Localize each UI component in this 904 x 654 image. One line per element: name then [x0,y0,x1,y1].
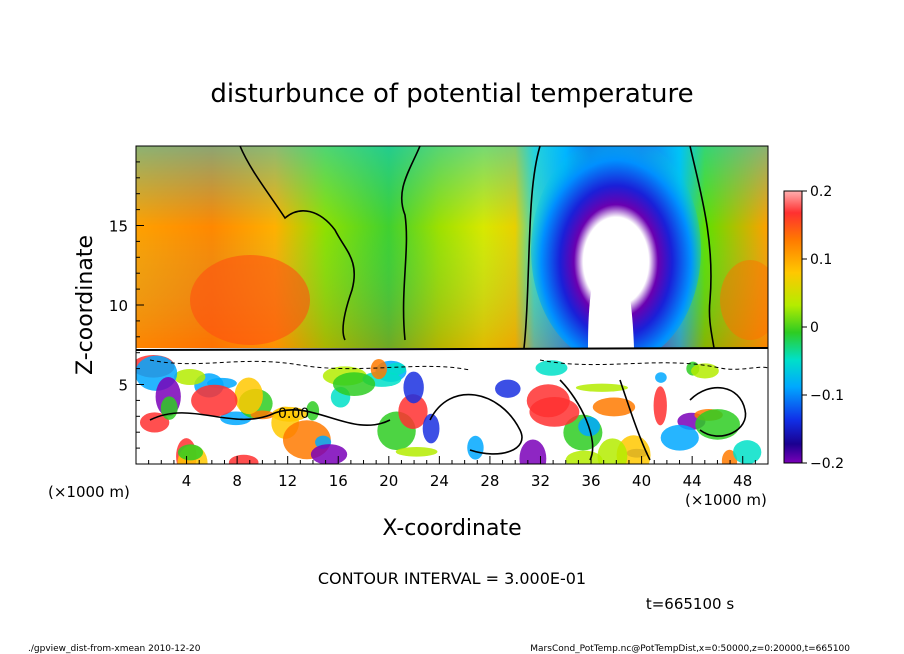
x-tick-label: 44 [683,472,702,490]
x-tick-label: 28 [480,472,499,490]
lower-patch [177,444,204,461]
x-tick-label: 4 [182,472,192,490]
lower-patch [234,377,263,415]
x-tick-label: 8 [232,472,242,490]
contour-lines [136,146,768,461]
plot-area: 0.00 [136,146,768,464]
y-tick-label: 15 [109,218,128,236]
lower-patch [306,401,320,421]
lower-patch [160,396,178,420]
time-label: t=665100 s [646,595,734,613]
lower-patch [695,409,740,440]
contour-zero-3 [523,146,541,349]
contour-negative [149,359,768,371]
contour-lower-4 [689,386,747,437]
x-axis-label: X-coordinate [382,516,521,541]
x-tick-label: 12 [278,472,297,490]
x-tick-label: 24 [430,472,449,490]
lower-patch [575,383,628,392]
x-tick-label: 36 [581,472,600,490]
contour-neg-2 [539,359,768,370]
contour-zero-2 [400,146,421,341]
lower-patch [191,384,238,417]
contour-lower-3 [559,379,651,461]
footer-left: ./gpview_dist-from-xmean 2010-12-20 [28,644,201,654]
lower-patch [733,440,762,464]
y-axis-label: Z-coordinate [73,235,98,375]
lower-patch [467,435,484,460]
lower-patch [250,410,275,420]
lower-patch [332,372,376,396]
lower-patch [395,446,438,457]
warm-patch-right [720,260,768,340]
lower-patch [519,439,547,464]
contour-label: 0.00 [278,406,309,422]
contour-zero-4 [689,146,715,349]
warm-patch-left [190,255,310,345]
lower-patch [691,363,719,379]
colorbar-tick-label: −0.2 [810,456,844,472]
lower-patch [526,384,570,418]
contour-lower-1 [149,409,391,426]
lower-patch [386,362,407,376]
footer-right: MarsCond_PotTemp.nc@PotTempDist,x=0:5000… [530,644,850,654]
chart-title: disturbunce of potential temperature [210,79,693,109]
colorbar-tick-label: 0.1 [810,252,832,268]
lower-patch [653,386,667,426]
lower-patch [597,438,628,464]
lower-patch [495,379,521,398]
lower-patch [403,371,424,404]
colorbar-tick-label: −0.1 [810,388,844,404]
y-tick-label: 5 [118,377,128,395]
lower-patch [660,424,699,451]
x-tick-label: 32 [531,472,550,490]
x-tick-label: 40 [632,472,651,490]
lower-patch [592,397,636,417]
x-tick-label: 20 [379,472,398,490]
lower-patch [398,394,428,429]
x-tick-label: 16 [329,472,348,490]
lower-patch [228,454,259,464]
lower-patch [139,412,170,433]
x-axis: 4 8 12 16 20 24 28 32 36 40 44 48 [148,456,756,490]
contour-lower-2 [429,393,523,455]
cold-column [531,146,701,365]
y-axis: 5 10 15 [109,161,144,449]
lower-patches [136,355,762,464]
lower-patch [370,359,387,380]
contour-interval: CONTOUR INTERVAL = 3.000E-01 [318,569,586,588]
lower-patch [535,360,568,376]
y-unit-label: (×1000 m) [48,483,130,501]
contour-zero-1 [239,146,356,341]
contour-neg-1 [149,359,471,371]
lower-patch [565,450,603,464]
lower-patch [422,413,440,444]
colorbar-ticks: 0.2 0.1 0 −0.1 −0.2 [802,184,844,472]
lower-patch [310,444,348,464]
x-unit-label: (×1000 m) [685,491,767,509]
colorbar-tick-label: 0 [810,320,819,336]
x-tick-label: 48 [733,472,752,490]
lower-patch [655,372,667,383]
contour-interface [136,347,768,351]
colorbar [783,190,803,464]
y-tick-label: 10 [109,297,128,315]
cold-core-white [588,255,634,348]
colorbar-tick-label: 0.2 [810,184,832,200]
lower-patch [174,368,206,385]
